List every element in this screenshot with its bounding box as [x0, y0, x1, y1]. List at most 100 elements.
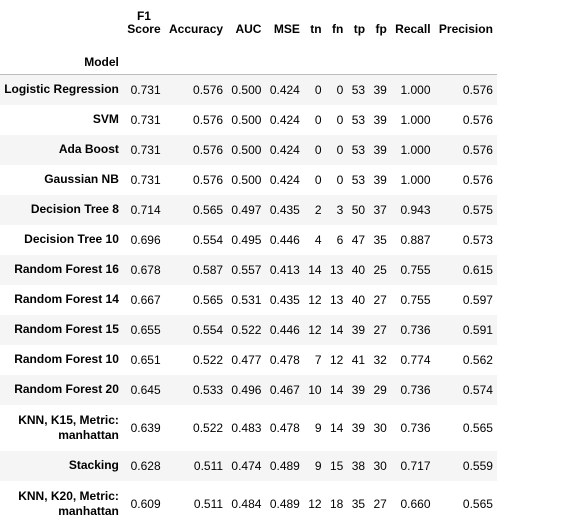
- cell-precision: 0.576: [462, 112, 493, 127]
- cell-tp: 53: [351, 82, 366, 97]
- cell-f1: 0.731: [130, 172, 161, 187]
- cell-fn: 14: [329, 382, 344, 397]
- cell-mse: 0.478: [269, 352, 300, 367]
- row-label-model: Random Forest 10: [14, 352, 119, 366]
- cell-f1: 0.609: [130, 496, 161, 511]
- cell-auc: 0.531: [231, 292, 262, 307]
- cell-tp: 40: [351, 262, 366, 277]
- table-row: KNN, K20, Metric: manhattan 0.609 0.511 0…: [0, 481, 497, 527]
- cell-mse: 0.489: [269, 458, 300, 473]
- cell-fp: 30: [373, 420, 387, 435]
- row-label-model: Decision Tree 10: [24, 232, 119, 246]
- row-label-line2: manhattan: [58, 503, 119, 518]
- table-row: Random Forest 15 0.655 0.554 0.522 0.446…: [0, 314, 498, 345]
- index-row-blank: [348, 39, 370, 75]
- column-header-fn: fn: [332, 22, 344, 36]
- cell-fp: 25: [373, 262, 387, 277]
- cell-tn: 12: [308, 496, 322, 511]
- row-label-model: Random Forest 16: [14, 262, 119, 276]
- cell-auc: 0.477: [231, 352, 262, 367]
- cell-auc: 0.496: [231, 382, 262, 397]
- cell-recall: 0.736: [400, 322, 431, 337]
- cell-fn: 12: [329, 352, 344, 367]
- table-row: Random Forest 14 0.667 0.565 0.531 0.435…: [0, 285, 497, 315]
- table-row: KNN, K15, Metric: manhattan 0.639 0.522 0…: [0, 405, 497, 451]
- cell-auc: 0.522: [231, 322, 262, 337]
- cell-tp: 53: [351, 172, 366, 187]
- cell-fn: 3: [336, 202, 344, 217]
- table-row: Stacking 0.628 0.511 0.474 0.489 9 15 38…: [0, 450, 498, 481]
- cell-fn: 0: [336, 82, 344, 97]
- cell-fp: 39: [373, 142, 387, 157]
- cell-recall: 1.000: [400, 82, 431, 97]
- cell-tn: 2: [314, 202, 322, 217]
- cell-recall: 1.000: [400, 172, 431, 187]
- cell-mse: 0.424: [269, 82, 300, 97]
- cell-auc: 0.500: [231, 112, 262, 127]
- cell-precision: 0.562: [462, 352, 493, 367]
- cell-mse: 0.424: [269, 172, 300, 187]
- index-name-header: Model: [84, 55, 119, 69]
- column-header-auc: AUC: [235, 22, 262, 36]
- cell-f1: 0.731: [130, 112, 161, 127]
- cell-tp: 50: [351, 202, 366, 217]
- cell-accuracy: 0.576: [193, 112, 224, 127]
- cell-accuracy: 0.522: [193, 352, 224, 367]
- cell-accuracy: 0.511: [193, 496, 224, 511]
- cell-f1: 0.696: [130, 232, 161, 247]
- cell-auc: 0.497: [231, 202, 262, 217]
- cell-auc: 0.500: [231, 82, 262, 97]
- row-label-model: Ada Boost: [58, 142, 119, 156]
- cell-tp: 53: [351, 142, 366, 157]
- cell-f1: 0.645: [130, 382, 161, 397]
- cell-auc: 0.500: [231, 142, 262, 157]
- cell-mse: 0.478: [269, 420, 300, 435]
- cell-tn: 7: [314, 352, 322, 367]
- cell-f1: 0.731: [130, 82, 161, 97]
- cell-mse: 0.489: [269, 496, 300, 511]
- cell-f1: 0.714: [130, 202, 161, 217]
- cell-precision: 0.615: [462, 262, 493, 277]
- cell-tn: 14: [308, 262, 322, 277]
- cell-precision: 0.576: [462, 172, 493, 187]
- cell-fn: 14: [329, 420, 344, 435]
- index-row-blank: [369, 39, 391, 75]
- cell-precision: 0.565: [462, 420, 493, 435]
- index-name-row: Model: [0, 39, 498, 75]
- cell-fn: 14: [329, 322, 344, 337]
- cell-fn: 13: [329, 262, 344, 277]
- cell-fp: 29: [373, 382, 387, 397]
- table-body: Logistic Regression 0.731 0.576 0.500 0.…: [0, 74, 498, 527]
- f1-header-wrap: F1 Score: [127, 10, 160, 36]
- cell-tp: 35: [351, 496, 366, 511]
- cell-tn: 12: [308, 292, 322, 307]
- row-label-model: Stacking: [68, 458, 119, 472]
- cell-fp: 39: [373, 112, 387, 127]
- cell-mse: 0.446: [269, 232, 300, 247]
- table-row: Logistic Regression 0.731 0.576 0.500 0.…: [0, 74, 498, 105]
- cell-precision: 0.597: [462, 292, 493, 307]
- cell-fp: 35: [373, 232, 387, 247]
- cell-f1: 0.639: [130, 420, 161, 435]
- row-label-line1: KNN, K20, Metric:: [18, 488, 119, 503]
- cell-precision: 0.591: [462, 322, 493, 337]
- cell-mse: 0.435: [269, 202, 300, 217]
- cell-accuracy: 0.554: [193, 322, 224, 337]
- cell-fn: 0: [336, 172, 344, 187]
- index-row-blank: [391, 39, 435, 75]
- cell-mse: 0.424: [269, 112, 300, 127]
- cell-precision: 0.565: [462, 496, 493, 511]
- index-row-blank: [123, 39, 165, 75]
- cell-auc: 0.495: [231, 232, 262, 247]
- table-row: Ada Boost 0.731 0.576 0.500 0.424 0 0 53…: [0, 134, 498, 165]
- cell-fp: 30: [373, 458, 387, 473]
- cell-accuracy: 0.587: [193, 262, 224, 277]
- cell-recall: 0.755: [400, 292, 431, 307]
- cell-recall: 0.943: [400, 202, 431, 217]
- cell-tn: 9: [314, 458, 322, 473]
- column-header-recall: Recall: [395, 22, 431, 36]
- cell-precision: 0.574: [462, 382, 493, 397]
- row-label-model: Decision Tree 8: [30, 202, 119, 216]
- cell-recall: 0.774: [400, 352, 431, 367]
- cell-tp: 47: [351, 232, 366, 247]
